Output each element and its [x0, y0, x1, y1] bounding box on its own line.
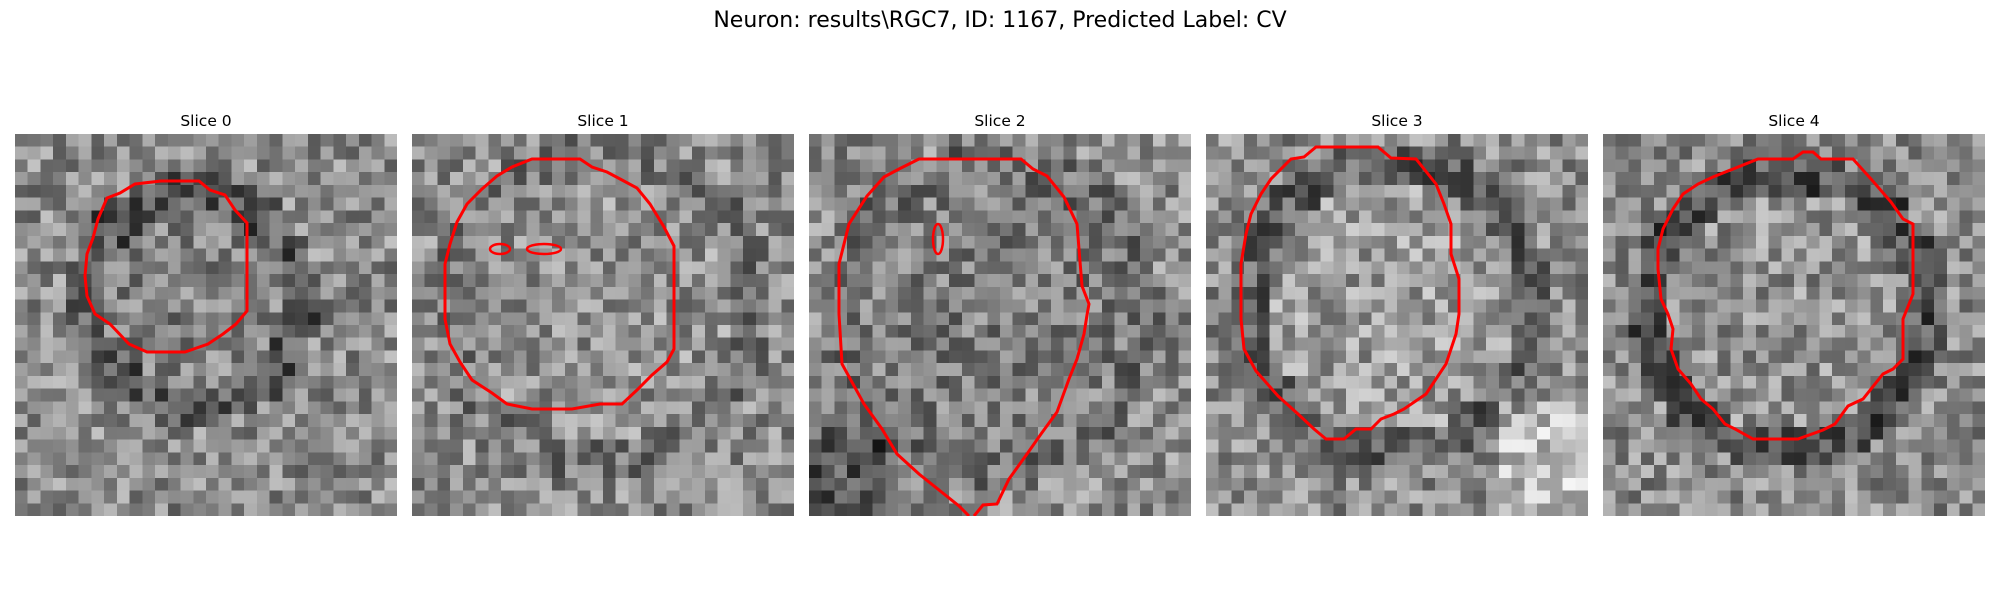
slice-title-1: Slice 1	[412, 108, 794, 134]
slice-image-1	[412, 134, 794, 516]
figure-title: Neuron: results\RGC7, ID: 1167, Predicte…	[0, 8, 2000, 33]
slice-panel-0: Slice 0	[15, 108, 397, 516]
slice-image-4	[1603, 134, 1985, 516]
slice-image-3	[1206, 134, 1588, 516]
slice-image-0	[15, 134, 397, 516]
slice-panel-1: Slice 1	[412, 108, 794, 516]
slice-title-0: Slice 0	[15, 108, 397, 134]
slice-title-4: Slice 4	[1603, 108, 1985, 134]
slice-panel-3: Slice 3	[1206, 108, 1588, 516]
slice-panel-2: Slice 2	[809, 108, 1191, 516]
slice-image-2	[809, 134, 1191, 516]
slice-title-3: Slice 3	[1206, 108, 1588, 134]
slice-panel-4: Slice 4	[1603, 108, 1985, 516]
slice-title-2: Slice 2	[809, 108, 1191, 134]
